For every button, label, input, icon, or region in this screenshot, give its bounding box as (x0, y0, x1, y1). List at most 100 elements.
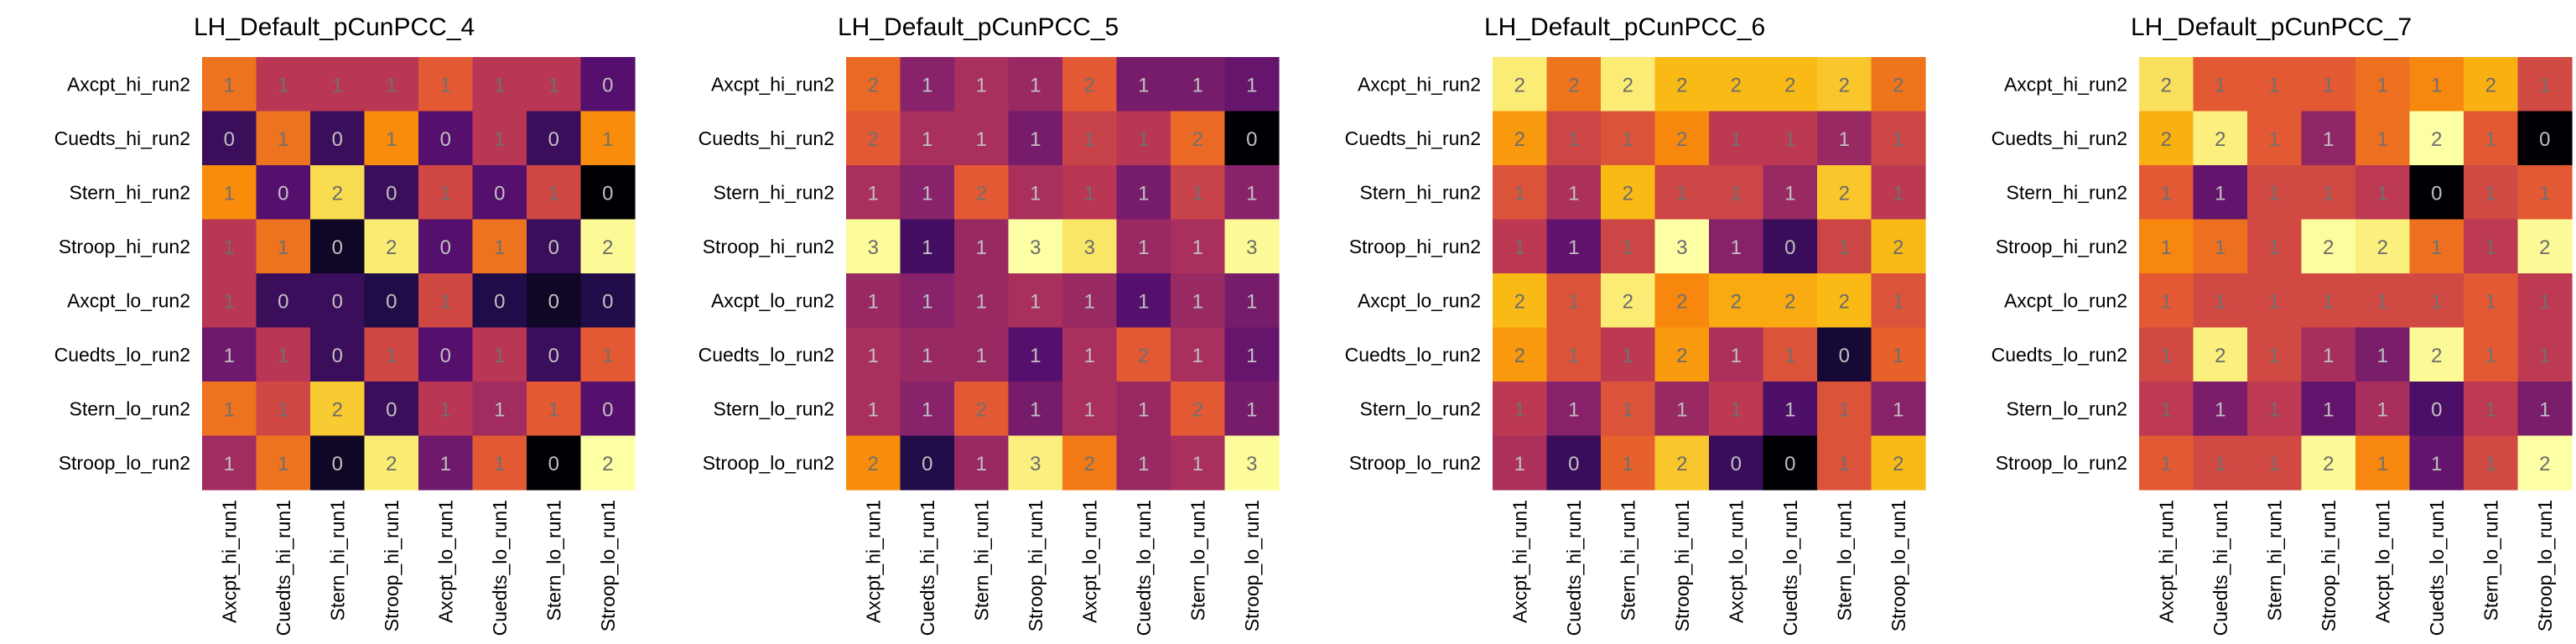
cell-value-label: 1 (976, 345, 987, 367)
heatmap-cell (2139, 327, 2194, 382)
heatmap-cell (2464, 327, 2519, 382)
column-tick-label: Axcpt_lo_run1 (2371, 500, 2393, 623)
heatmap-cell (2247, 273, 2303, 329)
column-tick-label: Axcpt_hi_run1 (2155, 500, 2177, 623)
heatmap-cell (1871, 327, 1926, 382)
cell-value-label: 1 (868, 345, 879, 367)
cell-value-label: 1 (2323, 398, 2334, 421)
row-tick-label: Cuedts_lo_run2 (1992, 344, 2127, 366)
cell-value-label: 0 (602, 290, 613, 313)
heatmap-cell (1116, 435, 1171, 491)
cell-value-label: 1 (1246, 182, 1257, 205)
cell-value-label: 2 (2377, 236, 2388, 259)
heatmap-cell (2355, 219, 2411, 274)
heatmap-cell (580, 435, 636, 491)
row-tick-label: Stroop_hi_run2 (59, 236, 190, 257)
cell-value-label: 1 (1084, 128, 1095, 151)
cell-value-label: 1 (922, 398, 932, 421)
column-tick-label: Axcpt_hi_run1 (218, 500, 240, 623)
cell-value-label: 1 (1568, 345, 1579, 367)
cell-value-label: 0 (494, 290, 505, 313)
heatmap-cell (954, 382, 1010, 437)
column-tick-label: Stern_lo_run1 (543, 500, 564, 621)
heatmap-cell (2355, 273, 2411, 329)
heatmap-cell (1171, 327, 1226, 382)
cell-value-label: 2 (2485, 74, 2496, 96)
cell-value-label: 1 (1192, 74, 1203, 96)
cell-value-label: 2 (1676, 345, 1687, 367)
cell-value-label: 1 (1192, 453, 1203, 475)
heatmap-cell (1709, 219, 1764, 274)
cell-value-label: 0 (332, 345, 343, 367)
cell-value-label: 1 (2161, 345, 2172, 367)
heatmap-cell (364, 435, 419, 491)
heatmap-cell (580, 327, 636, 382)
cell-value-label: 1 (1731, 128, 1742, 151)
cell-value-label: 2 (2431, 345, 2442, 367)
cell-value-label: 2 (2539, 236, 2550, 259)
heatmap-cell (256, 435, 311, 491)
cell-value-label: 0 (548, 290, 559, 313)
heatmap-cell (1171, 57, 1226, 112)
cell-value-label: 2 (868, 128, 879, 151)
heatmap-cell (1493, 273, 1548, 329)
heatmap-cell (256, 219, 311, 274)
cell-value-label: 1 (2269, 345, 2280, 367)
heatmap-cell (1709, 435, 1764, 491)
heatmap-cell (1493, 57, 1548, 112)
cell-value-label: 1 (1030, 182, 1041, 205)
heatmap-cell (2301, 435, 2356, 491)
heatmap-cell (2247, 327, 2303, 382)
heatmap-cell (1008, 382, 1063, 437)
heatmap-cell (1654, 382, 1710, 437)
heatmap-cell (1817, 382, 1872, 437)
cell-value-label: 0 (548, 453, 559, 475)
heatmap-cell (202, 327, 257, 382)
heatmap-cell (1493, 219, 1548, 274)
heatmap-cell (2517, 111, 2573, 166)
cell-value-label: 2 (1676, 128, 1687, 151)
heatmap-cell (2409, 435, 2464, 491)
heatmap-cell (1654, 57, 1710, 112)
cell-value-label: 1 (2539, 182, 2550, 205)
cell-value-label: 1 (1084, 345, 1095, 367)
heatmap-cell (2139, 111, 2194, 166)
cell-value-label: 1 (2269, 128, 2280, 151)
cell-value-label: 1 (224, 453, 235, 475)
heatmap-cell (1224, 435, 1280, 491)
cell-value-label: 2 (2215, 128, 2225, 151)
heatmap-cell (364, 382, 419, 437)
cell-value-label: 0 (332, 290, 343, 313)
heatmap-cell (954, 219, 1010, 274)
cell-value-label: 1 (602, 345, 613, 367)
row-tick-label: Stroop_lo_run2 (1996, 452, 2127, 474)
heatmap-cell (2409, 382, 2464, 437)
cell-value-label: 2 (332, 398, 343, 421)
cell-value-label: 2 (1623, 290, 1633, 313)
cell-value-label: 1 (224, 290, 235, 313)
cell-value-label: 1 (2215, 74, 2225, 96)
column-tick-label: Axcpt_lo_run1 (1725, 500, 1747, 623)
column-tick-label: Stroop_hi_run1 (381, 500, 402, 631)
heatmap-cell (364, 327, 419, 382)
cell-value-label: 1 (2485, 182, 2496, 205)
column-tick-label: Stern_lo_run1 (1833, 500, 1855, 621)
heatmap-cell (1546, 382, 1602, 437)
row-tick-label: Stroop_hi_run2 (703, 236, 834, 257)
heatmap-cell (1116, 57, 1171, 112)
heatmap-cell (1601, 111, 1656, 166)
heatmap-cell (418, 435, 474, 491)
column-tick-label: Cuedts_hi_run1 (273, 500, 294, 636)
cell-value-label: 1 (2323, 345, 2334, 367)
heatmap-cell (2409, 57, 2464, 112)
heatmap-cell (1224, 219, 1280, 274)
column-tick-label: Stroop_lo_run1 (1888, 500, 1909, 631)
heatmap-cell (1116, 165, 1171, 221)
heatmap-cell (1871, 111, 1926, 166)
heatmap-cell (1224, 327, 1280, 382)
heatmap-cell (2247, 435, 2303, 491)
cell-value-label: 2 (868, 453, 879, 475)
heatmap-cell (1817, 111, 1872, 166)
cell-value-label: 1 (2377, 345, 2388, 367)
